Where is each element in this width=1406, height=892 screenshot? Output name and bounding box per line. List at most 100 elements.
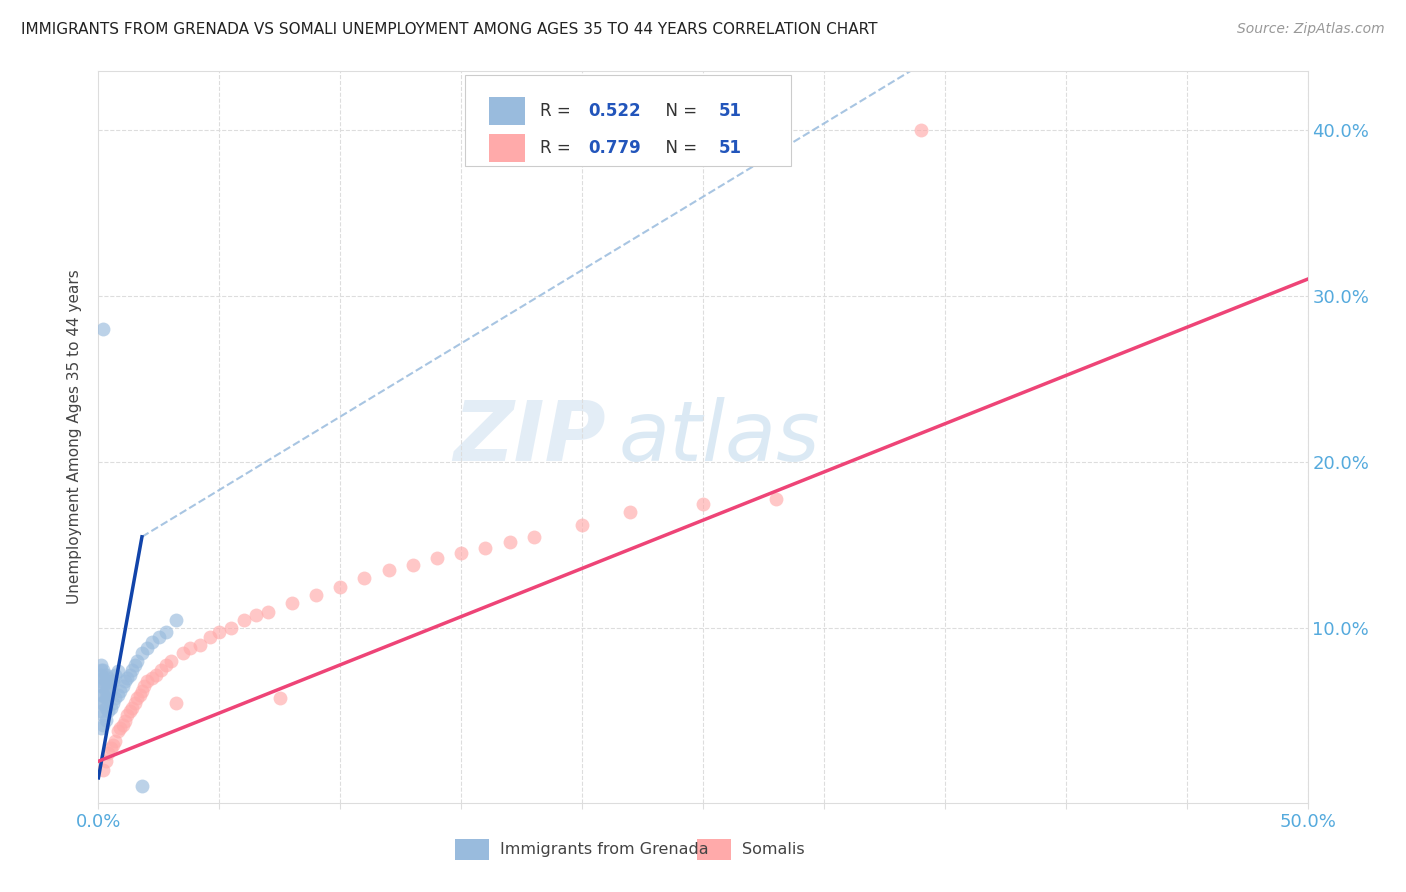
Point <box>117 671 139 685</box>
Point <box>114 674 136 689</box>
Text: R =: R = <box>540 138 576 157</box>
Point <box>128 688 150 702</box>
Point <box>141 671 163 685</box>
Point <box>121 663 143 677</box>
Point <box>198 630 221 644</box>
Point <box>111 717 134 731</box>
Point <box>269 691 291 706</box>
Point <box>426 551 449 566</box>
FancyBboxPatch shape <box>489 96 526 125</box>
Point <box>91 707 114 722</box>
Point <box>91 680 114 694</box>
FancyBboxPatch shape <box>489 134 526 161</box>
Text: 51: 51 <box>718 138 742 157</box>
Point <box>155 657 177 672</box>
Point <box>141 634 163 648</box>
Point <box>329 580 352 594</box>
Point <box>90 657 112 672</box>
Point <box>692 497 714 511</box>
Point <box>101 696 124 710</box>
Point <box>114 714 136 729</box>
Text: Source: ZipAtlas.com: Source: ZipAtlas.com <box>1237 22 1385 37</box>
Point <box>353 571 375 585</box>
Text: IMMIGRANTS FROM GRENADA VS SOMALI UNEMPLOYMENT AMONG AGES 35 TO 44 YEARS CORRELA: IMMIGRANTS FROM GRENADA VS SOMALI UNEMPL… <box>21 22 877 37</box>
Point <box>91 671 114 685</box>
Point <box>571 518 593 533</box>
Point <box>90 696 112 710</box>
Point <box>90 663 112 677</box>
Point <box>108 721 131 735</box>
Text: R =: R = <box>540 102 576 120</box>
Point <box>104 667 127 681</box>
Point <box>100 684 122 698</box>
Point <box>101 738 124 752</box>
Point <box>619 505 641 519</box>
Point <box>91 663 114 677</box>
Point <box>232 613 254 627</box>
Point <box>94 701 117 715</box>
Point <box>94 713 117 727</box>
Point <box>474 541 496 556</box>
Point <box>101 674 124 689</box>
Point <box>172 646 194 660</box>
Point <box>377 563 399 577</box>
Point <box>107 688 129 702</box>
Point <box>100 740 122 755</box>
Point <box>135 674 157 689</box>
Point <box>117 707 139 722</box>
Point <box>165 696 187 710</box>
Point <box>97 691 120 706</box>
Point <box>100 701 122 715</box>
Point <box>91 717 114 731</box>
Point <box>90 705 112 719</box>
Point <box>150 663 173 677</box>
Text: 0.779: 0.779 <box>588 138 641 157</box>
Point <box>91 688 114 702</box>
Text: atlas: atlas <box>619 397 820 477</box>
Point <box>104 691 127 706</box>
Point <box>155 624 177 639</box>
Point <box>111 680 134 694</box>
Point <box>97 746 120 760</box>
Point <box>94 691 117 706</box>
Point <box>208 624 231 639</box>
Y-axis label: Unemployment Among Ages 35 to 44 years: Unemployment Among Ages 35 to 44 years <box>67 269 83 605</box>
Point <box>107 665 129 679</box>
Text: Immigrants from Grenada: Immigrants from Grenada <box>501 842 709 857</box>
Point <box>94 667 117 681</box>
Text: N =: N = <box>655 138 702 157</box>
Point <box>94 754 117 768</box>
Point <box>124 657 146 672</box>
Point <box>165 613 187 627</box>
Point <box>160 655 183 669</box>
FancyBboxPatch shape <box>456 839 489 860</box>
Point <box>402 558 425 573</box>
Point <box>100 674 122 689</box>
Point <box>145 667 167 681</box>
Point <box>124 696 146 710</box>
Point <box>765 491 787 506</box>
Point <box>127 655 149 669</box>
Point <box>97 681 120 695</box>
Point <box>108 684 131 698</box>
Point <box>134 680 156 694</box>
Point <box>127 691 149 706</box>
Point <box>118 705 141 719</box>
Point <box>910 122 932 136</box>
Text: 51: 51 <box>718 102 742 120</box>
Point <box>131 646 153 660</box>
Text: 0.522: 0.522 <box>588 102 641 120</box>
Point <box>131 684 153 698</box>
Point <box>245 607 267 622</box>
Point <box>148 630 170 644</box>
Point <box>90 688 112 702</box>
Point <box>256 605 278 619</box>
Point <box>498 534 520 549</box>
Point <box>179 641 201 656</box>
Point <box>94 684 117 698</box>
Point <box>523 530 546 544</box>
Point <box>107 724 129 739</box>
Text: Somalis: Somalis <box>742 842 804 857</box>
Point <box>131 779 153 793</box>
Point <box>221 621 243 635</box>
